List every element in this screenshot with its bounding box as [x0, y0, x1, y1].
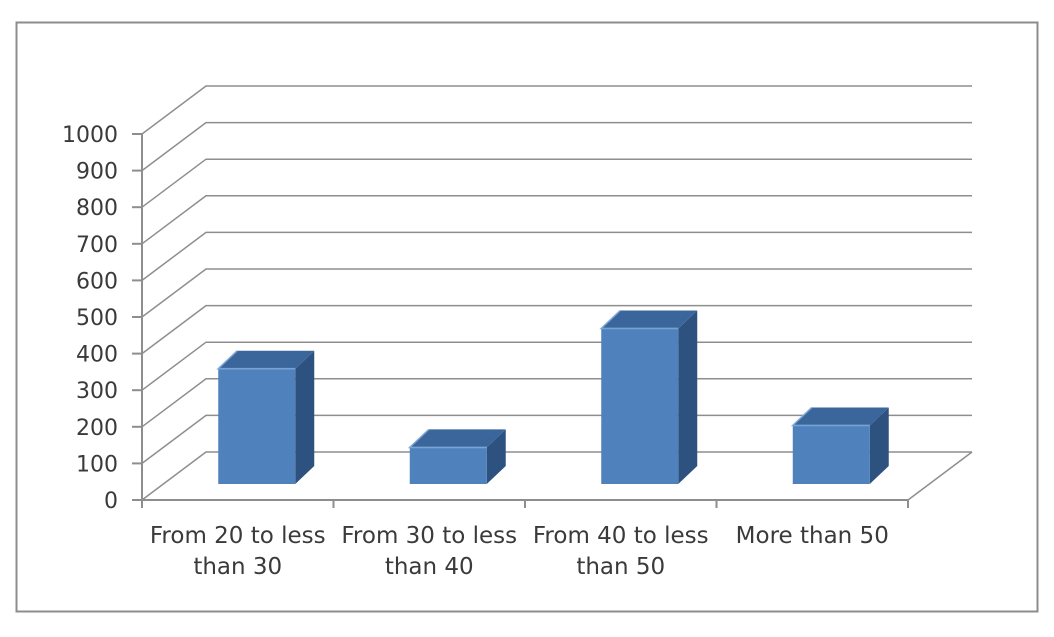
bar-side-face [869, 407, 889, 484]
bar-edge-highlight [216, 350, 296, 370]
category-label: From 20 to less [150, 523, 326, 549]
y-tick-label: 100 [76, 452, 118, 477]
y-tick-label: 800 [76, 196, 118, 221]
bar-side-face [678, 310, 698, 484]
bar [792, 425, 870, 484]
bar [218, 368, 296, 484]
y-tick-label: 900 [76, 160, 118, 185]
bar-top-face [409, 429, 506, 448]
gridline [141, 378, 972, 428]
gridline [141, 341, 972, 391]
y-tick-label: 0 [104, 489, 118, 514]
y-tick-label: 600 [76, 269, 118, 294]
gridline [141, 414, 972, 464]
y-tick-label: 300 [76, 379, 118, 404]
bar-top-face [218, 350, 315, 369]
bar-side-face [486, 429, 506, 484]
bar-edge-highlight [790, 406, 870, 427]
gridline [141, 121, 972, 172]
gridline [141, 195, 972, 245]
gridline [141, 304, 972, 355]
y-tick-label: 500 [76, 306, 118, 331]
chart-frame-border [15, 21, 1039, 613]
gridline [141, 451, 972, 501]
bar-top-face [601, 310, 698, 329]
bar-edge-highlight [599, 309, 679, 330]
bar [409, 447, 487, 484]
y-tick-label: 400 [76, 343, 118, 368]
category-label: More than 50 [736, 523, 889, 549]
bar [601, 328, 679, 484]
gridline [141, 268, 972, 318]
gridline [141, 85, 972, 135]
bar-edge-highlight [407, 428, 487, 449]
category-label: than 40 [385, 554, 474, 580]
y-tick-label: 200 [76, 416, 118, 441]
y-tick-label: 1000 [62, 123, 118, 148]
category-label: than 30 [193, 554, 282, 580]
category-label: From 40 to less [533, 523, 709, 549]
category-label: From 30 to less [341, 523, 517, 549]
category-label: than 50 [576, 554, 665, 580]
bar-side-face [295, 350, 315, 484]
bar-top-face [792, 407, 889, 426]
y-tick-label: 700 [76, 233, 118, 258]
gridline [141, 231, 972, 281]
floor-right-edge [907, 451, 973, 501]
gridline [141, 158, 972, 208]
